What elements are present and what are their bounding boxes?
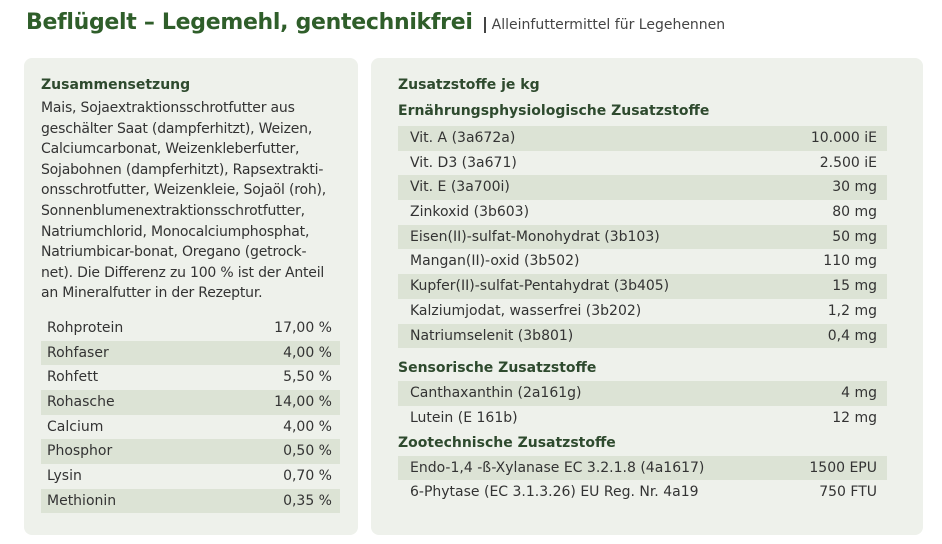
row-value: 10.000 iE xyxy=(810,130,877,146)
row-label: Methionin xyxy=(47,492,117,509)
row-label: Rohfett xyxy=(47,369,99,386)
row-label: Phosphor xyxy=(47,443,113,460)
row-value: 80 mg xyxy=(832,204,877,221)
table-row: Kalziumjodat, wasserfrei (3b202) 1,2 mg xyxy=(398,299,887,324)
row-label: Rohprotein xyxy=(47,319,124,336)
table-row: Methionin 0,35 % xyxy=(41,488,340,514)
row-label: Lysin xyxy=(47,468,82,485)
table-row: Rohasche 14,00 % xyxy=(41,390,340,415)
text-line: an Mineralfutter in der Rezeptur. xyxy=(41,285,263,302)
section-title: Zootechnische Zusatzstoffe xyxy=(398,434,616,451)
row-label: Endo-1,4 -ß-Xylanase EC 3.2.1.8 (4a1617) xyxy=(410,459,705,476)
row-label: Canthaxanthin (2a161g) xyxy=(410,385,582,402)
row-value: 50 mg xyxy=(832,228,877,245)
text-line: Natriumchlorid, Monocalciumphosphat, xyxy=(41,223,310,240)
text-line: Mais, Sojaextraktionsschrotfutter aus xyxy=(41,100,295,116)
additives-panel: Zusatzstoffe je kg Ernährungsphysiologis… xyxy=(371,58,923,535)
row-value: 4,00 % xyxy=(283,418,332,435)
row-value: 17,00 % xyxy=(274,319,332,336)
table-row: Canthaxanthin (2a161g) 4 mg xyxy=(398,381,887,406)
row-label: Kupfer(II)-sulfat-Pentahydrat (3b405) xyxy=(410,278,670,295)
row-label: Calcium xyxy=(47,418,104,435)
table-row: Kupfer(II)-sulfat-Pentahydrat (3b405) 15 … xyxy=(398,274,887,299)
table-row: 6-Phytase (EC 3.1.3.26) EU Reg. Nr. 4a19… xyxy=(398,480,887,505)
table-row: Rohfaser 4,00 % xyxy=(41,340,340,366)
title: Beflügelt – Legemehl, gentechnikfrei xyxy=(26,10,473,35)
composition-panel: Zusammensetzung Mais, Sojaextraktionssch… xyxy=(24,58,358,535)
row-label: Lutein (E 161b) xyxy=(410,409,518,426)
table-row: Vit. D3 (3a671) 2.500 iE xyxy=(398,151,887,176)
row-label: Vit. D3 (3a671) xyxy=(410,154,517,171)
text-line: net). Die Differenz zu 100 % ist der Ant… xyxy=(41,264,325,281)
row-value: 1,2 mg xyxy=(827,302,877,319)
table-row: Rohprotein 17,00 % xyxy=(41,316,340,341)
row-label: Kalziumjodat, wasserfrei (3b202) xyxy=(410,302,642,319)
row-label: Eisen(II)-sulfat-Monohydrat (3b103) xyxy=(410,228,660,245)
row-value: 0,35 % xyxy=(283,492,332,509)
composition-heading: Zusammensetzung xyxy=(41,77,191,93)
text-line: geschälter Saat (dampferhitzt), Weizen, xyxy=(41,120,313,137)
row-value: 4 mg xyxy=(841,385,877,402)
section: Zootechnische Zusatzstoffe Endo-1,4 -ß-Xy… xyxy=(398,432,887,505)
text-line: Calciumcarbonat, Weizenkleberfutter, xyxy=(41,141,300,158)
row-label: Natriumselenit (3b801) xyxy=(410,327,574,344)
table-row: Vit. E (3a700i) 30 mg xyxy=(398,175,887,201)
table-row: Calcium 4,00 % xyxy=(41,415,340,440)
text-line: Natriumbicar-bonat, Oregano (getrock- xyxy=(41,244,307,261)
table-row: Vit. A (3a672a) 10.000 iE xyxy=(398,126,887,151)
table-row: Phosphor 0,50 % xyxy=(41,439,340,465)
row-label: 6-Phytase (EC 3.1.3.26) EU Reg. Nr. 4a19 xyxy=(410,484,699,501)
row-value: 0,70 % xyxy=(283,468,332,485)
row-value: 1500 EPU xyxy=(809,459,877,476)
table-row: Zinkoxid (3b603) 80 mg xyxy=(398,200,887,225)
row-value: 2.500 iE xyxy=(819,154,877,171)
row-label: Zinkoxid (3b603) xyxy=(410,204,530,221)
table-row: Natriumselenit (3b801) 0,4 mg xyxy=(398,323,887,349)
text-line: onsschrotfutter, Weizenkleie, Sojaöl (ro… xyxy=(41,182,327,199)
row-value: 15 mg xyxy=(832,278,877,295)
row-value: 5,50 % xyxy=(283,369,332,386)
table-row: Rohfett 5,50 % xyxy=(41,365,340,390)
row-value: 0,50 % xyxy=(283,443,332,460)
row-label: Rohasche xyxy=(47,394,115,410)
table-row: Eisen(II)-sulfat-Monohydrat (3b103) 50 mg xyxy=(398,224,887,250)
row-label: Mangan(II)-oxid (3b502) xyxy=(410,253,580,270)
table-row: Lysin 0,70 % xyxy=(41,464,340,489)
section: Sensorische Zusatzstoffe Canthaxanthin (2… xyxy=(398,357,887,430)
text-line: Sonnenblumenextraktionsschrotfutter, xyxy=(41,202,305,219)
row-value: 14,00 % xyxy=(274,394,332,410)
row-value: 110 mg xyxy=(823,253,877,270)
section-title: Ernährungsphysiologische Zusatzstoffe xyxy=(398,103,710,119)
subtitle: Alleinfuttermittel für Legehennen xyxy=(483,17,726,33)
row-label: Rohfaser xyxy=(47,344,109,361)
row-value: 750 FTU xyxy=(819,484,877,501)
section-title: Sensorische Zusatzstoffe xyxy=(398,360,597,377)
text-line: Sojabohnen (dampferhitzt), Rapsextrakti- xyxy=(41,161,324,178)
table-row: Mangan(II)-oxid (3b502) 110 mg xyxy=(398,249,887,274)
section: Ernährungsphysiologische Zusatzstoffe Vit… xyxy=(398,100,887,349)
row-value: 12 mg xyxy=(832,409,877,426)
row-value: 30 mg xyxy=(832,179,877,196)
row-label: Vit. A (3a672a) xyxy=(410,130,516,146)
row-value: 0,4 mg xyxy=(827,327,877,344)
additives-heading: Zusatzstoffe je kg xyxy=(398,77,540,93)
row-label: Vit. E (3a700i) xyxy=(410,179,510,196)
table-row: Lutein (E 161b) 12 mg xyxy=(398,406,887,431)
header: Beflügelt – Legemehl, gentechnikfrei All… xyxy=(26,10,726,35)
row-value: 4,00 % xyxy=(283,344,332,361)
table-row: Endo-1,4 -ß-Xylanase EC 3.2.1.8 (4a1617)… xyxy=(398,455,887,481)
